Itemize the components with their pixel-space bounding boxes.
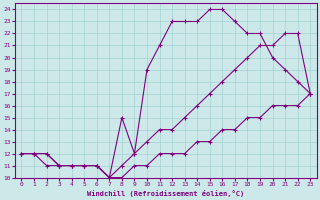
X-axis label: Windchill (Refroidissement éolien,°C): Windchill (Refroidissement éolien,°C) <box>87 190 244 197</box>
